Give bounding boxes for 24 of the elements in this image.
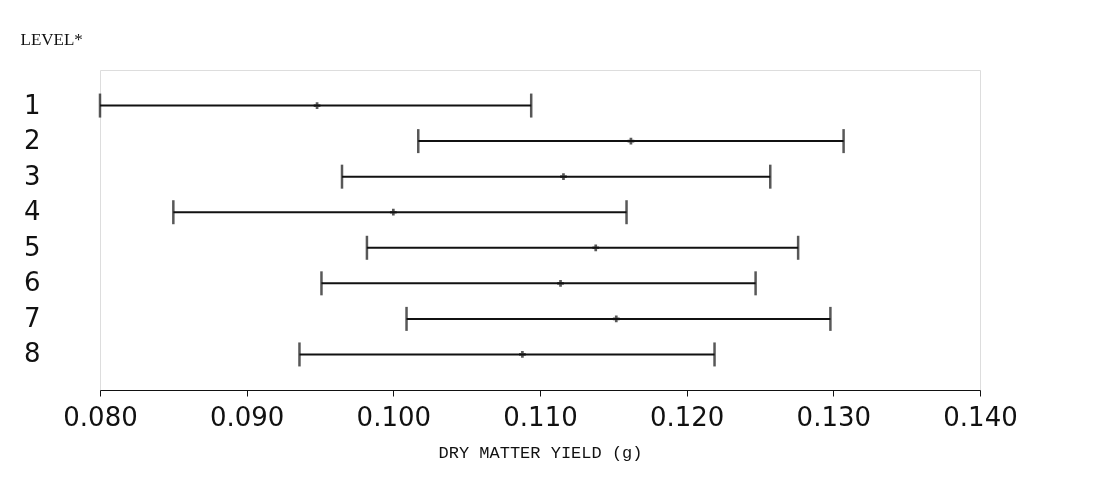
point [592, 244, 600, 252]
x-tick-label: 0.120 [649, 401, 725, 432]
x-tick-label: 0.080 [63, 401, 138, 432]
point [557, 279, 564, 287]
x-tick-label: 0.100 [356, 401, 432, 432]
y-axis-title: LEVEL* [20, 29, 83, 49]
y-tick-label: 6 [23, 267, 41, 298]
y-tick-label: 5 [23, 231, 41, 262]
x-axis-title: DRY MATTER YIELD (g) [438, 443, 643, 463]
x-tick-label: 0.130 [796, 401, 872, 432]
y-tick-label: 1 [23, 89, 41, 120]
point [612, 315, 620, 323]
y-tick-label: 7 [23, 302, 41, 333]
y-tick-label: 3 [23, 160, 41, 191]
point [519, 351, 526, 358]
y-tick-label: 8 [23, 338, 41, 369]
point [313, 102, 321, 109]
x-tick-label: 0.140 [943, 401, 1018, 432]
x-tick-label: 0.090 [209, 401, 285, 432]
point [560, 173, 567, 181]
y-tick-label: 4 [23, 196, 41, 227]
y-tick-label: 2 [23, 125, 41, 156]
x-tick-label: 0.110 [503, 401, 578, 432]
point [389, 208, 397, 216]
